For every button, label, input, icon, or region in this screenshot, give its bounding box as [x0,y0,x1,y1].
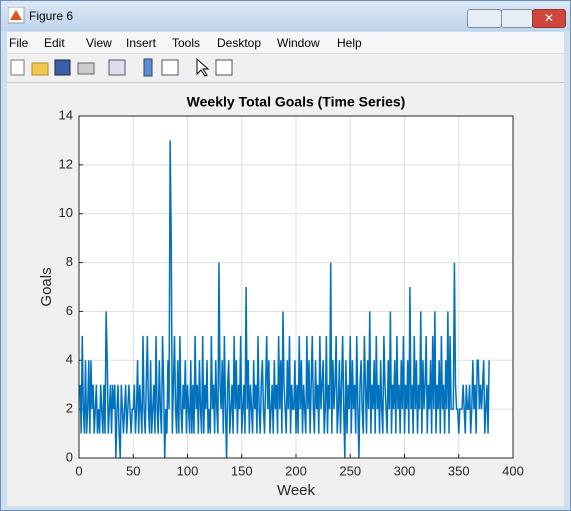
y-tick-label: 14 [59,107,73,122]
x-tick-label: 100 [177,463,199,478]
y-tick-label: 12 [59,156,73,171]
y-tick-label: 4 [66,352,73,367]
new-icon[interactable] [10,59,25,76]
menu-bar: File Edit View Insert Tools Desktop Window Help [7,32,564,53]
x-tick-label: 0 [75,463,82,478]
x-axis-label: Week [277,482,316,499]
legend-icon[interactable] [161,59,179,76]
link-icon[interactable] [108,59,126,76]
menu-item[interactable]: File [9,36,29,50]
property-icon[interactable] [215,59,233,76]
y-tick-label: 2 [66,401,73,416]
x-tick-label: 150 [231,463,253,478]
toolbar [7,53,564,83]
window-title: Figure 6 [29,9,74,23]
axes-box [78,115,514,459]
open-icon[interactable] [31,62,49,76]
x-tick-label: 200 [285,463,307,478]
toolbar-icons [10,57,233,77]
menu-item[interactable]: Edit [44,36,65,50]
x-tick-label: 250 [339,463,361,478]
chart-title: Weekly Total Goals (Time Series) [187,94,406,110]
y-tick-label: 0 [66,449,73,464]
menu-item[interactable]: Desktop [217,36,262,50]
data-line [79,140,490,459]
maximize-button[interactable] [501,9,533,28]
print-icon[interactable] [77,62,95,75]
pointer-icon[interactable] [196,57,210,77]
x-tick-label: 300 [394,463,416,478]
title-bar: Figure 6 ✕ [1,1,570,31]
x-tick-label: 350 [448,463,470,478]
menu-item[interactable]: Window [277,36,320,50]
y-tick-label: 8 [66,254,73,269]
figure-area: Weekly Total Goals (Time Series) Week Go… [7,83,564,506]
app-icon [8,7,25,24]
y-axis-label: Goals [38,267,55,306]
y-tick-label: 6 [66,303,73,318]
menu-item[interactable]: Tools [172,36,201,50]
x-tick-label: 50 [126,463,140,478]
menu-item[interactable]: Insert [126,36,157,50]
menu-item[interactable]: View [86,36,112,50]
x-tick-label: 400 [502,463,524,478]
menu-item[interactable]: Help [337,36,362,50]
chart: Weekly Total Goals (Time Series) Week Go… [38,94,524,499]
close-button[interactable]: ✕ [532,9,566,28]
minimize-button[interactable] [467,9,502,28]
colorbar-icon[interactable] [143,58,153,77]
save-icon[interactable] [54,59,71,76]
y-tick-label: 10 [59,205,73,220]
